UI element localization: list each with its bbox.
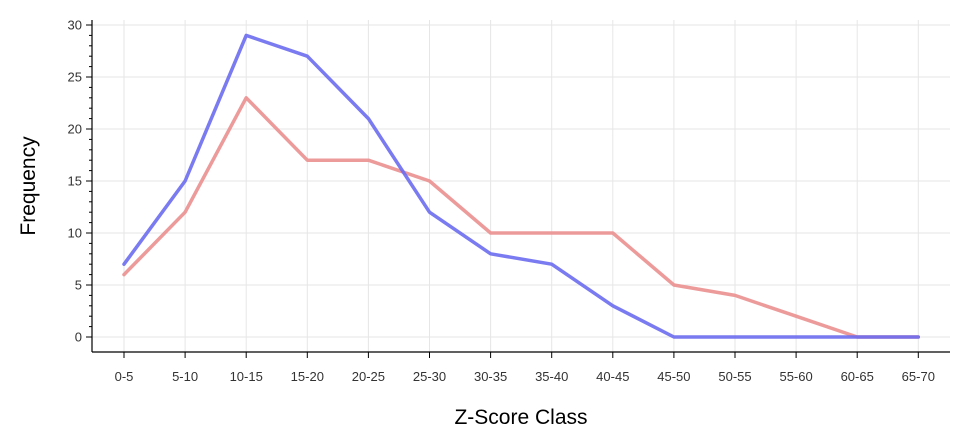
x-tick-label: 45-50 [657,369,690,384]
y-tick-label: 0 [75,330,82,345]
x-tick-label: 60-65 [841,369,874,384]
y-tick-label: 10 [68,226,82,241]
x-tick-label: 5-10 [172,369,198,384]
series-line [122,96,921,339]
x-tick-label: 35-40 [535,369,568,384]
x-axis-title: Z-Score Class [454,406,587,429]
x-tick-label: 25-30 [413,369,446,384]
y-tick-label: 5 [75,278,82,293]
y-tick-label: 30 [68,18,82,33]
y-tick-label: 15 [68,174,82,189]
grid [92,20,950,352]
x-tick-label: 50-55 [718,369,751,384]
x-tick-label: 30-35 [474,369,507,384]
y-tick-label: 25 [68,70,82,85]
x-tick-label: 65-70 [902,369,935,384]
y-tick-label: 20 [68,122,82,137]
y-axis-title: Frequency [17,136,40,236]
x-tick-label: 0-5 [115,369,134,384]
x-tick-label: 55-60 [779,369,812,384]
x-tick-label: 20-25 [352,369,385,384]
x-tick-label: 10-15 [230,369,263,384]
ticks: 0 5 10 15 20 25 30 0-5 5-10 10-15 15-20 20-25 25-30 3… [68,18,935,385]
series-lines [122,33,921,339]
axes [91,20,950,353]
x-tick-label: 40-45 [596,369,629,384]
x-tick-label: 15-20 [291,369,324,384]
series-line [122,33,921,339]
